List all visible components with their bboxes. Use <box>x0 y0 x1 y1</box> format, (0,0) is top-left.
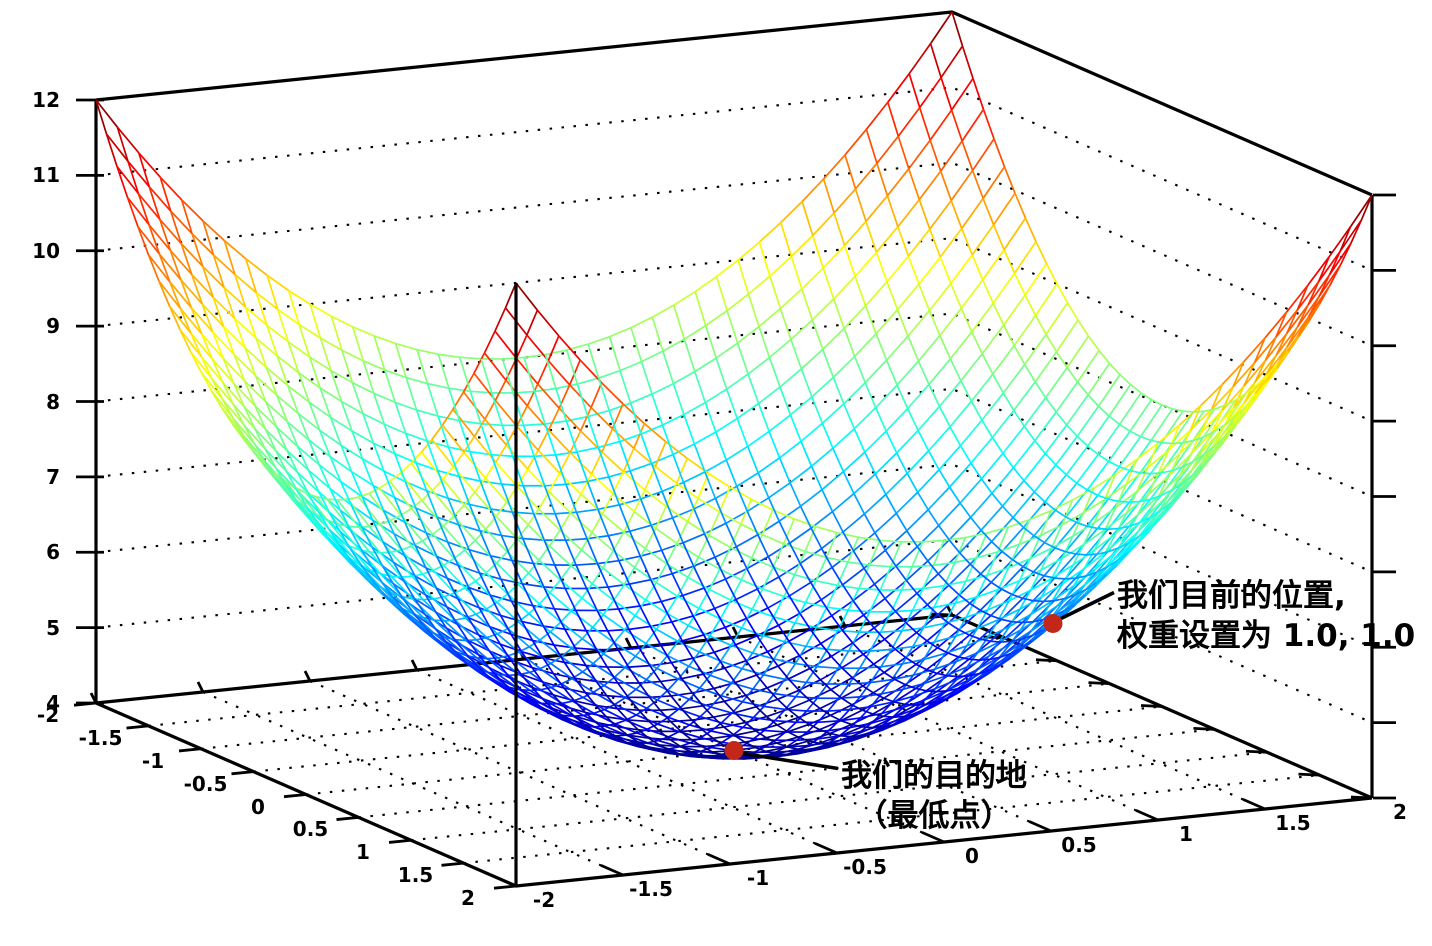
y-axis-tick-label: -0.5 <box>843 855 887 879</box>
z-axis-tick-label: 8 <box>46 389 60 414</box>
z-axis-tick-label: 4 <box>46 691 60 715</box>
y-axis-tick-label: 0.5 <box>1061 833 1097 857</box>
annotation-current-position-line1: 我们目前的位置, <box>1117 577 1346 614</box>
x-axis-tick-label: -1 <box>141 748 165 773</box>
y-axis-tick-label: 1 <box>1179 822 1193 846</box>
y-axis-tick-label: -1.5 <box>629 877 673 901</box>
x-axis-tick-label: 1 <box>356 840 370 865</box>
x-axis-tick-label: -2 <box>36 703 60 727</box>
z-axis-tick-label: 5 <box>46 615 60 640</box>
annotation-destination-line2: （最低点） <box>856 797 1012 834</box>
x-axis-tick-label: 2 <box>461 886 475 910</box>
z-axis-tick-label: 10 <box>32 238 60 263</box>
z-axis-tick-label: 11 <box>32 163 60 188</box>
x-axis-tick-label: 0.5 <box>292 817 329 842</box>
z-axis-tick-label: 12 <box>32 88 60 112</box>
y-axis-tick-label: 1.5 <box>1275 811 1311 835</box>
y-axis-tick-label: -1 <box>746 866 770 890</box>
x-axis-tick-label: -0.5 <box>183 771 228 796</box>
annotation-current-position: 我们目前的位置, 权重设置为 1.0, 1.0 <box>1117 576 1415 656</box>
y-axis-tick-label: 0 <box>965 844 979 868</box>
annotation-destination-line1: 我们的目的地 <box>841 757 1027 794</box>
x-axis-tick-label: 1.5 <box>397 863 434 888</box>
z-axis-tick-label: 6 <box>46 540 60 565</box>
y-axis-tick-label: -2 <box>532 888 556 912</box>
z-axis-tick-label: 7 <box>46 464 60 489</box>
annotation-current-position-line2: 权重设置为 1.0, 1.0 <box>1117 617 1416 654</box>
annotation-destination: 我们的目的地 （最低点） <box>841 756 1027 836</box>
x-axis-tick-label: 0 <box>251 794 265 819</box>
y-axis-tick-label: 2 <box>1393 800 1407 824</box>
x-axis-tick-label: -1.5 <box>78 725 123 750</box>
z-axis-tick-label: 9 <box>46 314 60 339</box>
